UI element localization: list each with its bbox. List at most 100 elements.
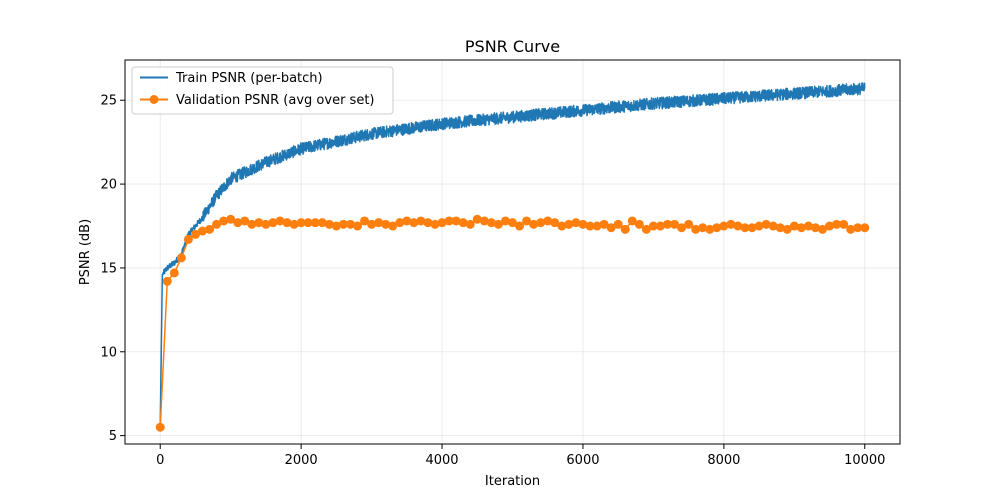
validation-point [338,219,348,229]
y-tick-label: 5 [109,429,117,444]
validation-point [465,219,475,229]
validation-point [648,221,658,231]
validation-point [289,219,299,229]
validation-point [775,223,785,233]
validation-point [712,223,722,233]
validation-point [522,216,532,226]
validation-point [543,216,553,226]
validation-point [205,224,215,234]
validation-point [698,223,708,233]
y-axis-label: PSNR (dB) [78,219,93,285]
validation-point [155,422,165,432]
validation-point [430,219,440,229]
validation-point [839,219,849,229]
validation-point [458,218,468,228]
validation-point [585,221,595,231]
validation-point [620,224,630,234]
validation-point [409,218,419,228]
x-tick-label: 0 [156,453,164,468]
validation-point [437,218,447,228]
x-tick-label: 4000 [425,453,458,468]
validation-point [754,221,764,231]
validation-point [789,221,799,231]
validation-point [233,218,243,228]
validation-point [726,219,736,229]
validation-point [367,219,377,229]
validation-point [353,221,362,231]
validation-point [557,221,567,231]
validation-point [670,219,680,229]
validation-point [663,219,672,229]
y-tick-label: 15 [100,261,117,276]
validation-point [472,214,482,224]
validation-point [486,218,496,228]
validation-point [296,218,306,228]
validation-point [268,218,278,228]
validation-point [310,218,320,228]
validation-point [655,221,665,231]
legend-train-label: Train PSNR (per-batch) [175,71,323,86]
validation-point [705,224,715,234]
legend-val-label: Validation PSNR (avg over set) [176,93,375,108]
validation-point [395,218,405,228]
validation-point [226,214,236,224]
validation-point [198,226,207,236]
legend-val-marker [149,95,159,104]
validation-point [536,218,546,228]
validation-point [345,219,355,229]
validation-point [247,219,257,229]
validation-point [691,224,701,234]
x-tick-label: 6000 [566,453,599,468]
x-tick-label: 10000 [844,453,885,468]
validation-point [627,216,637,226]
validation-point [719,221,729,231]
validation-point [740,223,750,233]
validation-point [219,216,229,226]
y-tick-label: 20 [100,178,117,193]
validation-point [578,219,588,229]
validation-point [261,219,271,229]
validation-point [169,268,179,278]
validation-point [550,218,560,228]
validation-point [444,216,454,226]
validation-point [606,223,616,233]
train-psnr-line [159,82,866,426]
y-tick-label: 10 [100,345,117,360]
validation-point [782,224,792,234]
validation-point [571,218,581,228]
validation-point [592,221,602,231]
validation-point [360,216,370,226]
series-layer [155,82,870,432]
validation-point [423,218,433,228]
validation-point [810,223,820,233]
x-tick-label: 8000 [707,453,740,468]
validation-point [761,219,771,229]
validation-point [493,219,503,229]
x-axis-label: Iteration [485,474,540,489]
validation-point [479,216,489,226]
validation-point [564,219,574,229]
validation-point [641,224,651,234]
validation-point [677,223,687,233]
validation-point [176,253,186,263]
validation-point [416,216,426,226]
validation-point [803,221,813,231]
validation-point [613,219,623,229]
validation-point [381,219,391,229]
validation-point [818,224,827,234]
validation-point [451,216,461,226]
validation-point [508,218,517,228]
validation-point [374,218,384,228]
validation-point [331,221,341,231]
validation-point [402,216,412,226]
y-tick-label: 25 [100,94,117,109]
legend-box [131,66,394,115]
validation-point [317,218,327,228]
validation-point [212,219,222,229]
validation-point [832,219,842,229]
validation-point [599,219,609,229]
validation-point [240,216,250,226]
validation-point [634,219,644,229]
